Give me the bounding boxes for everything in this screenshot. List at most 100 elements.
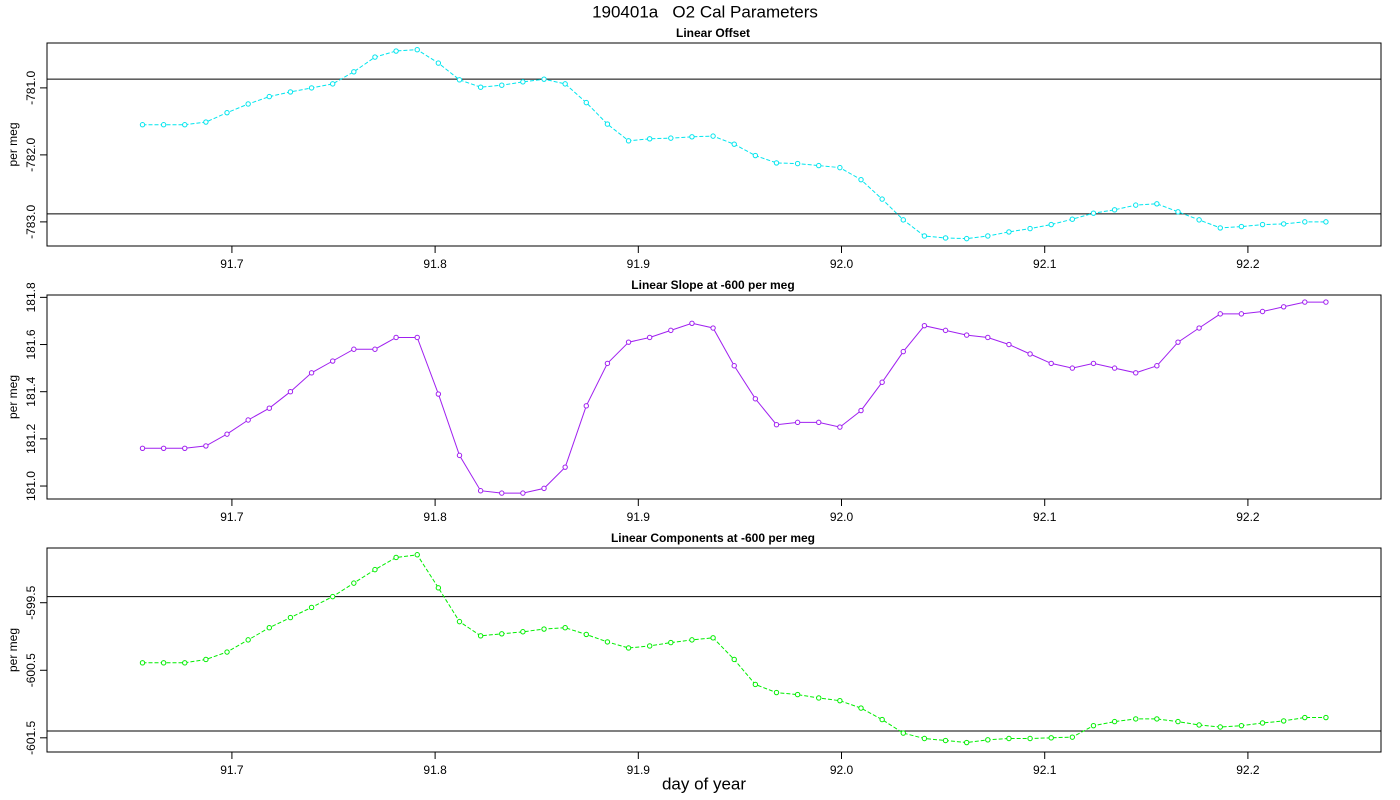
data-point	[1217, 724, 1223, 730]
data-point	[1111, 365, 1118, 371]
data-point	[879, 716, 885, 723]
data-point	[203, 119, 209, 125]
data-point	[562, 625, 568, 631]
x-tick-label: 91.7	[220, 763, 244, 777]
data-point	[583, 403, 589, 409]
x-tick-label: 91.9	[627, 763, 651, 777]
data-point	[858, 176, 864, 183]
data-point	[794, 160, 801, 167]
data-point	[1069, 734, 1076, 740]
data-point	[562, 81, 568, 87]
data-point	[393, 48, 399, 54]
panel-title: Linear Slope at -600 per meg	[631, 278, 794, 292]
data-point	[245, 101, 251, 107]
x-tick-label: 92.1	[1033, 257, 1057, 271]
data-point	[583, 631, 589, 638]
data-point	[1323, 714, 1329, 721]
data-point	[139, 445, 146, 451]
data-point	[541, 76, 547, 82]
y-tick-label: 181.6	[24, 329, 38, 359]
x-tick-label: 91.8	[423, 510, 447, 524]
data-point	[794, 419, 801, 426]
data-point	[1069, 365, 1076, 371]
x-tick-label: 92.2	[1236, 763, 1260, 777]
data-point	[562, 464, 568, 470]
data-point	[308, 370, 315, 376]
data-point	[182, 660, 188, 666]
data-point	[329, 358, 336, 364]
x-tick-label: 91.8	[423, 257, 447, 271]
data-point	[837, 697, 843, 704]
y-tick-label: -783.0	[24, 205, 38, 239]
data-point	[329, 81, 336, 87]
data-point	[477, 633, 484, 639]
data-point	[752, 152, 759, 159]
y-tick-label: -599.5	[24, 585, 38, 619]
data-point	[1196, 325, 1202, 331]
data-point	[1048, 735, 1054, 741]
data-point	[1048, 360, 1054, 367]
data-point	[414, 552, 420, 558]
data-point	[773, 422, 780, 428]
data-point	[1323, 299, 1329, 305]
data-point	[921, 322, 928, 329]
data-point	[499, 82, 505, 88]
data-point	[224, 109, 230, 116]
y-tick-label: -781.0	[24, 71, 38, 105]
y-axis-label: per meg	[6, 122, 20, 166]
data-point	[1323, 219, 1329, 225]
data-point	[646, 136, 653, 142]
data-point	[942, 737, 949, 744]
data-point	[308, 604, 315, 611]
data-point	[520, 490, 526, 496]
data-point	[245, 417, 251, 423]
data-point	[1027, 351, 1033, 357]
data-point	[1133, 370, 1139, 376]
x-tick-label: 92.1	[1033, 510, 1057, 524]
data-point	[583, 99, 589, 106]
data-point	[1090, 360, 1097, 367]
data-point	[710, 635, 716, 641]
y-axis-label: per meg	[6, 628, 20, 672]
data-point	[731, 363, 737, 369]
data-point	[710, 133, 716, 139]
data-point	[266, 625, 272, 631]
data-point	[203, 656, 209, 663]
chart-title: 190401a O2 Cal Parameters	[592, 2, 818, 21]
data-point	[1175, 209, 1181, 215]
data-point	[604, 639, 611, 645]
y-tick-label: 181.8	[24, 282, 38, 312]
data-point	[1238, 722, 1245, 729]
x-tick-label: 91.9	[627, 257, 651, 271]
data-point	[858, 407, 864, 414]
data-point	[456, 618, 463, 625]
data-point	[604, 121, 611, 127]
data-point	[646, 643, 653, 649]
panel-title: Linear Offset	[676, 26, 750, 40]
data-point	[710, 325, 716, 331]
y-axis-label: per meg	[6, 375, 20, 419]
x-tick-label: 91.7	[220, 257, 244, 271]
x-tick-label: 91.8	[423, 763, 447, 777]
data-point	[160, 122, 167, 128]
data-point	[689, 637, 695, 643]
data-point	[773, 689, 780, 696]
data-point	[139, 122, 146, 128]
data-point	[1175, 339, 1181, 345]
x-tick-label: 92.0	[830, 510, 854, 524]
data-point	[224, 431, 230, 437]
data-point	[182, 445, 188, 451]
data-point	[985, 233, 991, 239]
data-point	[816, 419, 822, 426]
data-point	[816, 695, 822, 701]
data-point	[351, 346, 357, 352]
data-point	[372, 566, 378, 573]
data-point	[816, 162, 822, 169]
y-tick-label: -782.0	[24, 138, 38, 172]
data-point	[1259, 720, 1266, 726]
plot-frame	[46, 547, 1382, 753]
data-point	[668, 327, 674, 334]
data-point	[879, 196, 885, 202]
data-point	[203, 443, 209, 449]
data-point	[541, 485, 547, 492]
